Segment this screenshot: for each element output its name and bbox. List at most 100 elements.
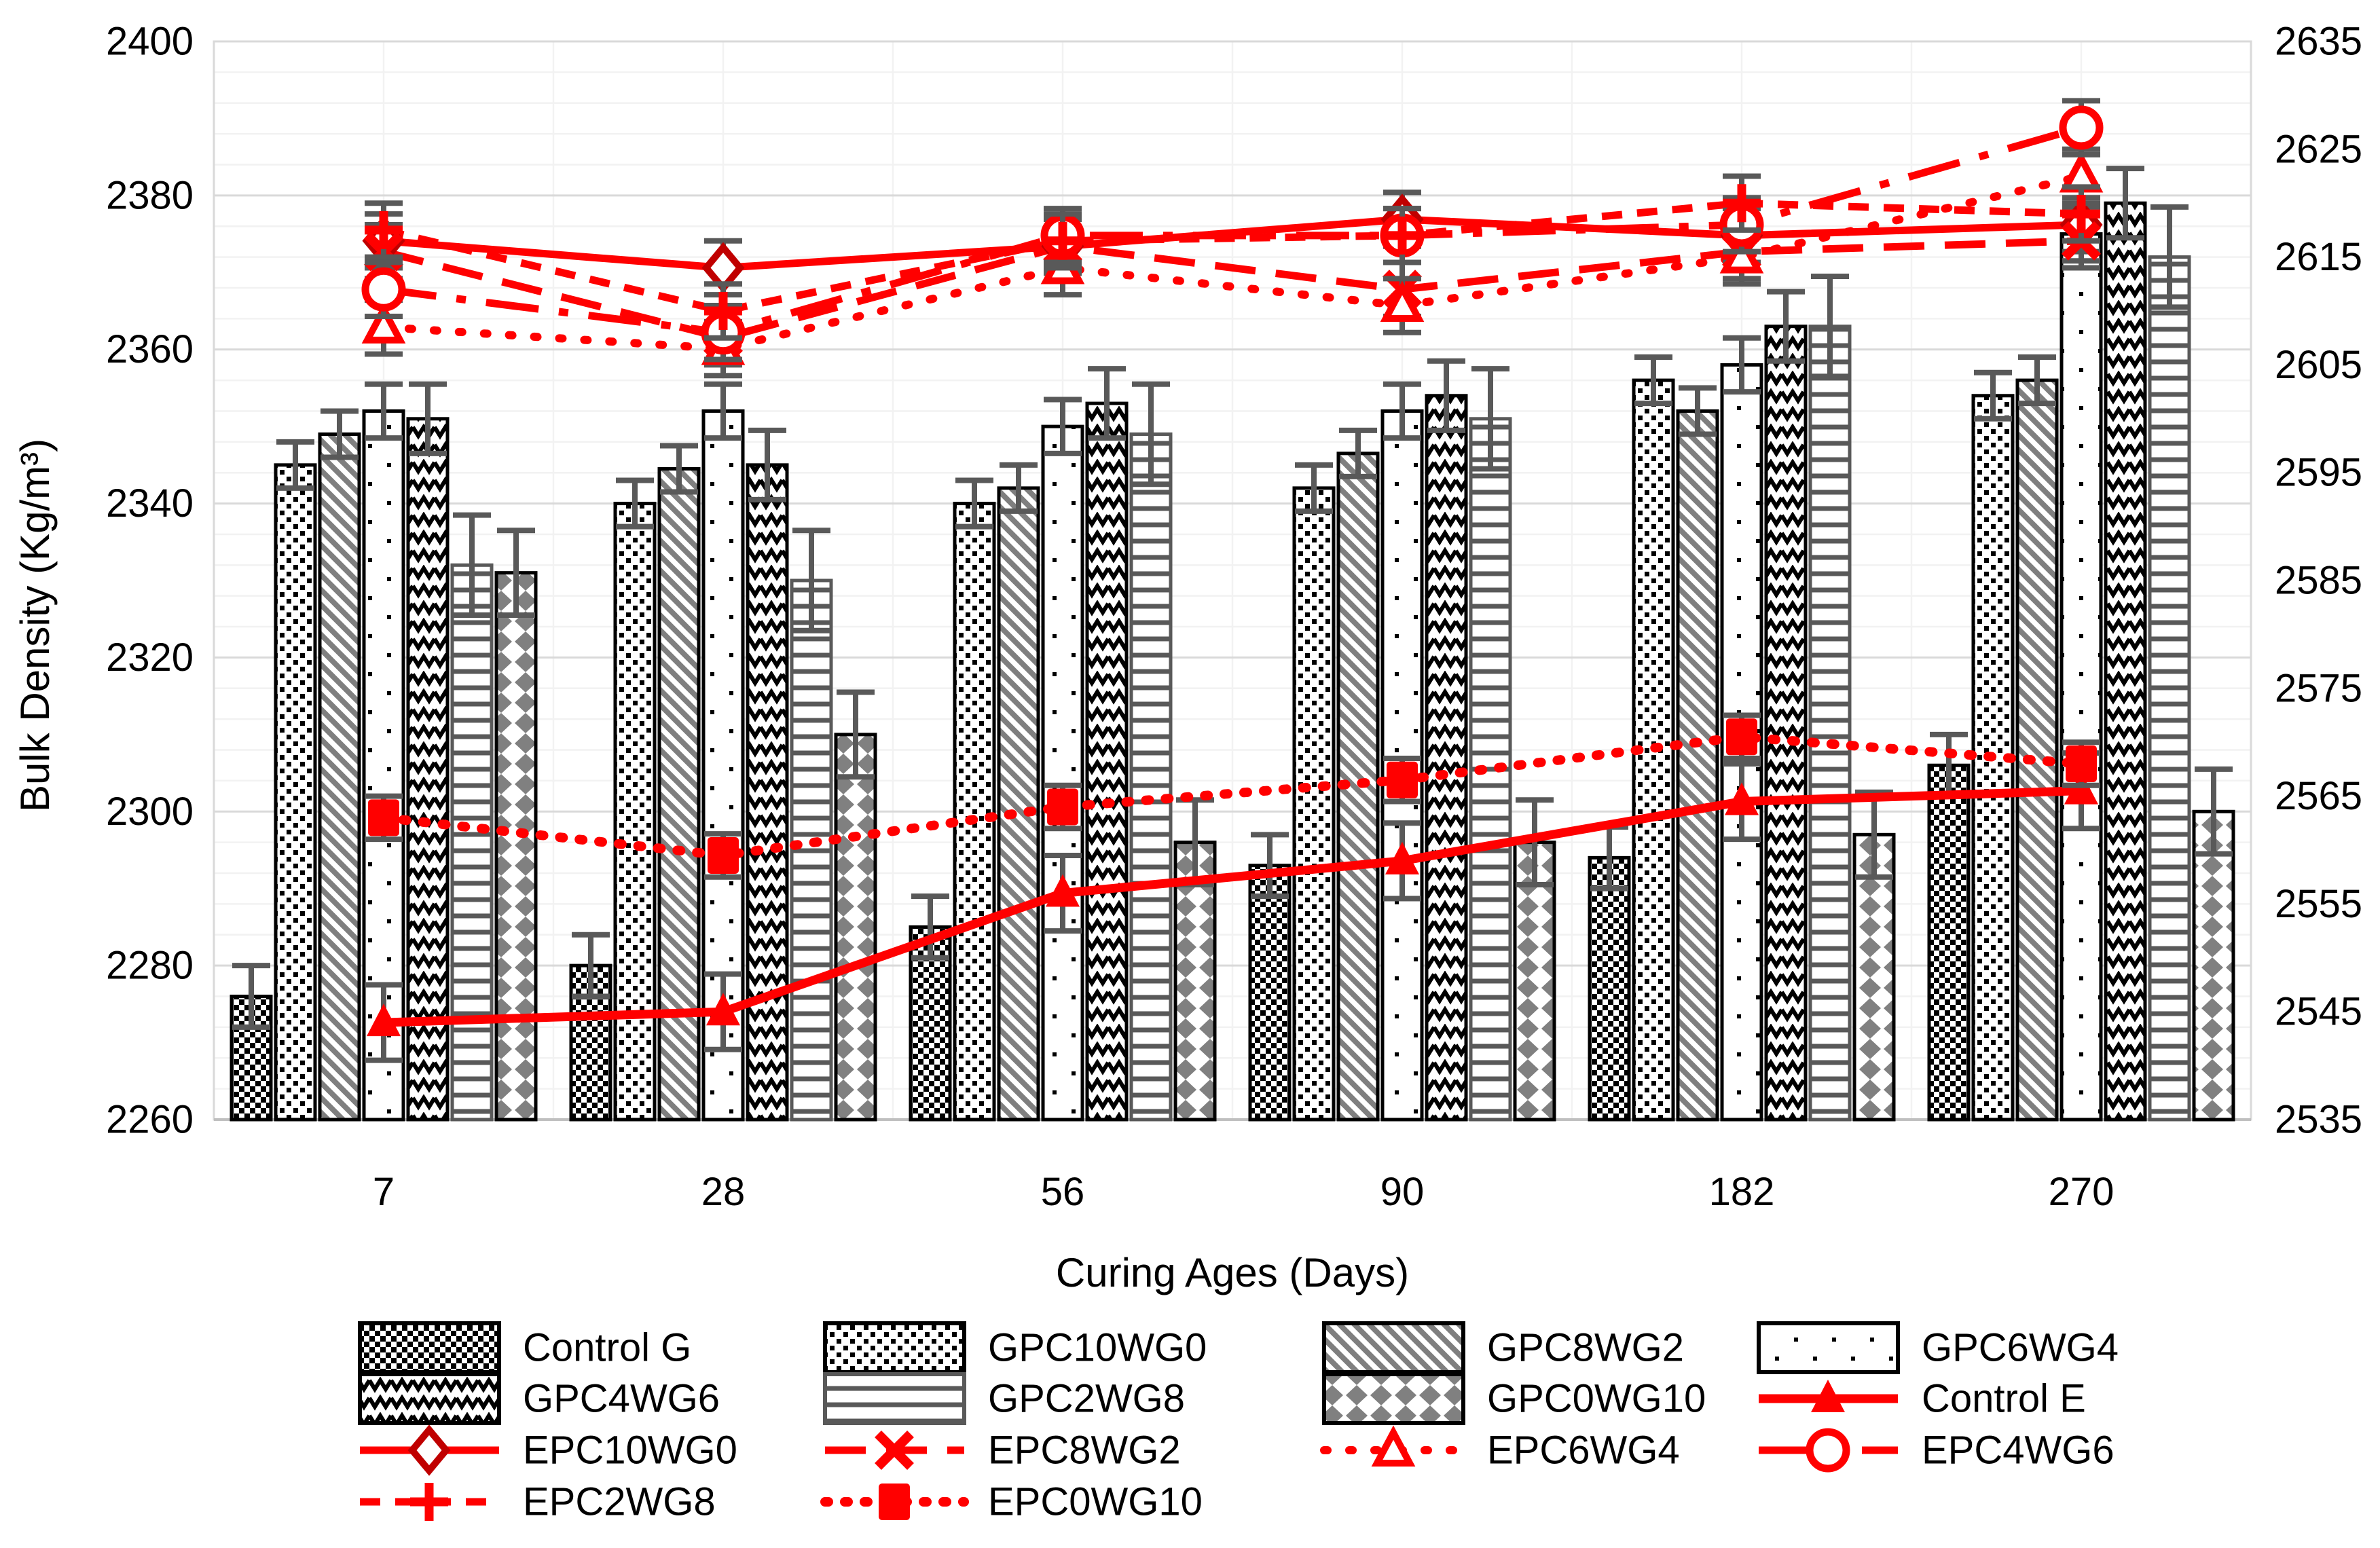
- x-axis-tick-270: 270: [2049, 1170, 2114, 1214]
- bar-error-Control G-day7: [232, 963, 270, 1030]
- right-axis-tick-2615: 2615: [2275, 235, 2362, 279]
- bar-GPC4WG6-day28: [746, 463, 789, 1122]
- x-axis-tick-7: 7: [373, 1170, 395, 1214]
- plus-marker: [365, 210, 403, 249]
- plus-marker: [1044, 221, 1082, 260]
- square-filled-marker: [2066, 745, 2097, 782]
- x-axis-tick-28: 28: [701, 1170, 746, 1214]
- bar-error-GPC6WG4-day7: [365, 381, 403, 441]
- legend-label-GPC6WG4: GPC6WG4: [1922, 1326, 2119, 1370]
- bar-GPC10WG0-day28: [613, 502, 657, 1122]
- right-axis-tick-2545: 2545: [2275, 990, 2362, 1034]
- legend-item-EPC8WG2: EPC8WG2: [825, 1429, 1181, 1473]
- right-axis-tick-2605: 2605: [2275, 343, 2362, 387]
- legend-label-Control E: Control E: [1922, 1377, 2086, 1421]
- legend-label-EPC2WG8: EPC2WG8: [523, 1480, 716, 1524]
- diagonal-stripe-swatch-icon: [1322, 1321, 1465, 1374]
- bar-GPC6WG4-day270: [2059, 232, 2103, 1122]
- bar-Control G-day182: [1588, 855, 1631, 1122]
- bar-error-GPC2WG8-day182: [1811, 273, 1849, 380]
- open-diamond-marker-icon: [360, 1424, 499, 1476]
- left-axis-tick-2360: 2360: [106, 327, 194, 371]
- bar-error-GPC8WG2-day182: [1679, 385, 1717, 437]
- triangle-open-marker: [1380, 280, 1425, 322]
- plus-marker: [704, 292, 742, 330]
- bar-error-GPC6WG4-day56: [1044, 397, 1082, 456]
- legend-label-EPC10WG0: EPC10WG0: [523, 1429, 737, 1473]
- legend-label-GPC4WG6: GPC4WG6: [523, 1377, 720, 1421]
- triangle-open-marker: [1719, 232, 1764, 274]
- circle-open-marker: [2059, 105, 2104, 150]
- bar-error-GPC2WG8-day270: [2150, 204, 2189, 310]
- bar-error-GPC8WG2-day56: [1000, 462, 1038, 514]
- line-series-EPC6WG4: [380, 172, 2085, 353]
- bar-error-Control G-day28: [572, 932, 610, 999]
- legend-label-EPC4WG6: EPC4WG6: [1922, 1429, 2114, 1473]
- bar-GPC6WG4-day56: [1041, 424, 1084, 1122]
- line-series-EPC2WG8: [382, 199, 2082, 315]
- legend-label-EPC6WG4: EPC6WG4: [1487, 1429, 1680, 1473]
- left-axis-tick-2300: 2300: [106, 790, 194, 834]
- filled-square-marker-icon: [820, 1484, 969, 1520]
- bar-error-GPC4WG6-day90: [1427, 358, 1465, 433]
- x-cross-marker: [875, 1431, 914, 1470]
- bar-GPC0WG10-day56: [1173, 841, 1217, 1122]
- bar-GPC0WG10-day182: [1852, 832, 1896, 1122]
- left-axis-tick-2260: 2260: [106, 1098, 194, 1142]
- plus-marker: [1383, 216, 1421, 255]
- bar-GPC6WG4-day7: [362, 409, 405, 1122]
- plus-marker: [2062, 195, 2100, 234]
- x-axis-tick-56: 56: [1041, 1170, 1085, 1214]
- dotted-swatch-icon: [823, 1321, 966, 1374]
- bar-GPC8WG2-day56: [997, 486, 1040, 1122]
- bar-GPC10WG0-day7: [274, 463, 317, 1122]
- bar-error-GPC2WG8-day90: [1471, 366, 1509, 472]
- diamond-open-marker: [407, 1424, 451, 1476]
- legend-label-GPC8WG2: GPC8WG2: [1487, 1326, 1684, 1370]
- bar-error-GPC10WG0-day56: [955, 477, 993, 530]
- circle-open-marker: [361, 267, 406, 312]
- line-series-Control E: [383, 786, 2082, 1027]
- line-series-group: [361, 98, 2104, 1063]
- right-axis-tick-2585: 2585: [2275, 559, 2362, 603]
- right-axis-tick-2575: 2575: [2275, 666, 2362, 710]
- bar-error-GPC8WG2-day7: [321, 408, 359, 460]
- right-axis-tick-2625: 2625: [2275, 127, 2362, 171]
- bar-error-GPC8WG2-day270: [2018, 354, 2056, 407]
- right-axis-tick-2535: 2535: [2275, 1098, 2362, 1142]
- plus-marker: [1723, 184, 1761, 223]
- left-axis-tick-2280: 2280: [106, 944, 194, 988]
- bar-error-GPC6WG4-day28: [704, 381, 742, 441]
- square-filled-marker: [1047, 788, 1078, 826]
- bar-error-GPC0WG10-day7: [497, 528, 535, 619]
- line-series-EPC0WG10: [379, 732, 2086, 860]
- bar-error-GPC4WG6-day56: [1088, 366, 1126, 441]
- bar-error-GPC6WG4-day182: [1723, 335, 1761, 395]
- square-filled-marker: [1387, 761, 1418, 798]
- bar-GPC2WG8-day182: [1808, 325, 1852, 1122]
- bar-GPC4WG6-day56: [1085, 401, 1129, 1122]
- left-axis-tick-2380: 2380: [106, 173, 194, 217]
- left-axis-tick-2400: 2400: [106, 20, 194, 64]
- bar-series-GPC4WG6: [406, 166, 2147, 1122]
- markers-EPC0WG10: [365, 712, 2100, 880]
- legend-item-GPC6WG4: GPC6WG4: [1757, 1321, 2119, 1374]
- bar-GPC8WG2-day7: [318, 432, 361, 1122]
- square-filled-marker: [708, 836, 739, 874]
- x-axis-tick-182: 182: [1709, 1170, 1775, 1214]
- square-filled-marker: [368, 799, 399, 836]
- triangle-filled-marker: [706, 993, 740, 1026]
- plus-marker-icon: [360, 1483, 499, 1521]
- bar-GPC4WG6-day270: [2104, 201, 2147, 1122]
- legend-label-EPC0WG10: EPC0WG10: [988, 1480, 1203, 1524]
- triangle-filled-marker: [1046, 874, 1080, 907]
- horizontal-lines-swatch-icon: [823, 1372, 966, 1425]
- triangle-filled-marker: [367, 1003, 401, 1037]
- bar-error-GPC4WG6-day7: [409, 381, 447, 456]
- right-axis-tick-2555: 2555: [2275, 882, 2362, 926]
- filled-triangle-marker-icon: [1759, 1380, 1898, 1412]
- triangle-open-marker: [361, 302, 406, 344]
- bar-error-GPC2WG8-day28: [792, 528, 830, 633]
- bar-error-GPC8WG2-day28: [660, 443, 698, 495]
